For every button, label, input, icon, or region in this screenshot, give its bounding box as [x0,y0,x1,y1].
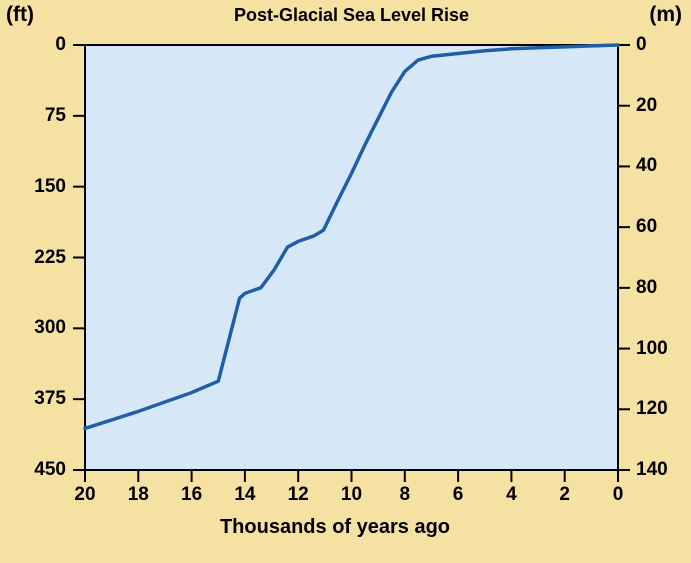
y-axis-right-tick-label: 140 [636,459,668,480]
y-axis-right-tick-label: 100 [636,337,668,359]
x-axis-tick-label: 18 [127,484,149,505]
y-axis-left-tick-label: 450 [34,459,66,480]
plot-background [84,44,619,471]
y-axis-right-tick-label: 0 [636,34,647,55]
y-axis-left-tick-label: 300 [34,317,66,339]
y-axis-right-tick-label: 80 [636,276,658,298]
x-axis-tick-label: 4 [506,484,517,505]
x-axis-tick-label: 16 [181,484,203,505]
x-axis-tick-label: 10 [340,484,363,505]
chart-title: Post-Glacial Sea Level Rise [233,5,470,25]
x-axis-tick-label: 2 [559,484,570,505]
y-axis-left-tick-label: 150 [34,175,66,197]
x-axis-tick-label: 14 [234,484,256,505]
y-axis-left-tick-label: 0 [55,34,66,55]
sea-level-curve [83,43,620,431]
left-axis-unit-ft-label: (ft) [6,3,34,26]
y-axis-left-tick-label: 75 [44,104,66,126]
x-axis-tick-label: 20 [74,484,96,505]
right-axis-unit-m-label: (m) [649,3,682,26]
y-axis-left-tick-label: 375 [34,388,66,410]
y-axis-right-tick-label: 120 [636,398,668,420]
x-axis-tick-label: 0 [612,484,624,505]
x-axis-tick-label: 12 [287,484,309,505]
y-axis-right-tick-label: 60 [636,216,658,238]
y-axis-right-tick-label: 40 [636,155,658,177]
x-axis-title: Thousands of years ago [219,516,451,538]
y-axis-left-tick-label: 225 [34,246,66,268]
x-axis-tick-label: 6 [452,484,464,505]
y-axis-right-tick-label: 20 [636,94,658,116]
x-axis-tick-label: 8 [399,484,411,505]
